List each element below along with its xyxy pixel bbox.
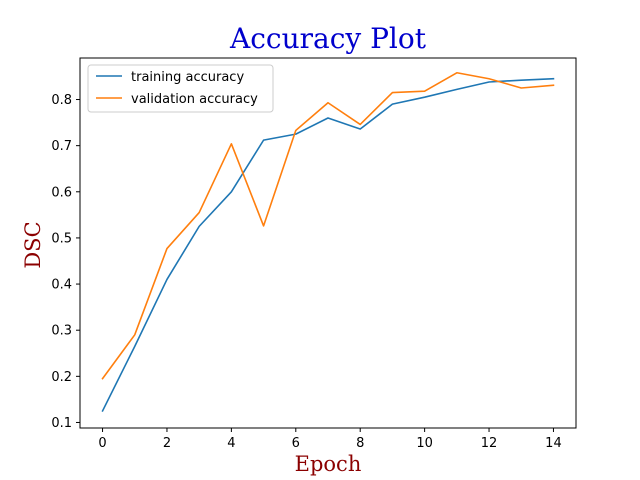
series-line-training [101,77,555,413]
x-tick-label: 12 [481,436,498,451]
y-tick-label: 0.3 [51,324,72,339]
y-tick-label: 0.2 [51,370,72,385]
x-tick-label: 4 [227,436,235,451]
y-tick-label: 0.4 [51,278,72,293]
y-tick-label: 0.7 [51,139,72,154]
x-tick-label: 10 [416,436,433,451]
x-tick-label: 2 [163,436,171,451]
series-line-validation [101,71,555,380]
axes-frame [79,57,577,429]
plot-area: 0 2 4 6 8 10 12 14 0.1 0.2 0.3 0.4 0.5 0.6 0.7 0.8 [51,57,577,451]
y-tick-label: 0.8 [51,93,72,108]
legend-label-validation: validation accuracy [131,92,258,107]
chart-title: Accuracy Plot [229,22,427,55]
x-tick-label: 0 [98,436,106,451]
x-tick-label: 6 [292,436,300,451]
legend-label-training: training accuracy [131,70,244,85]
legend: training accuracy validation accuracy [87,64,274,113]
x-tick-label: 14 [545,436,562,451]
x-tick-label: 8 [356,436,364,451]
y-axis-title: DSC [21,221,45,268]
y-tick-label: 0.6 [51,185,72,200]
y-tick-label: 0.5 [51,231,72,246]
x-axis-title: Epoch [295,452,362,476]
y-tick-label: 0.1 [51,416,72,431]
legend-box [87,64,274,113]
